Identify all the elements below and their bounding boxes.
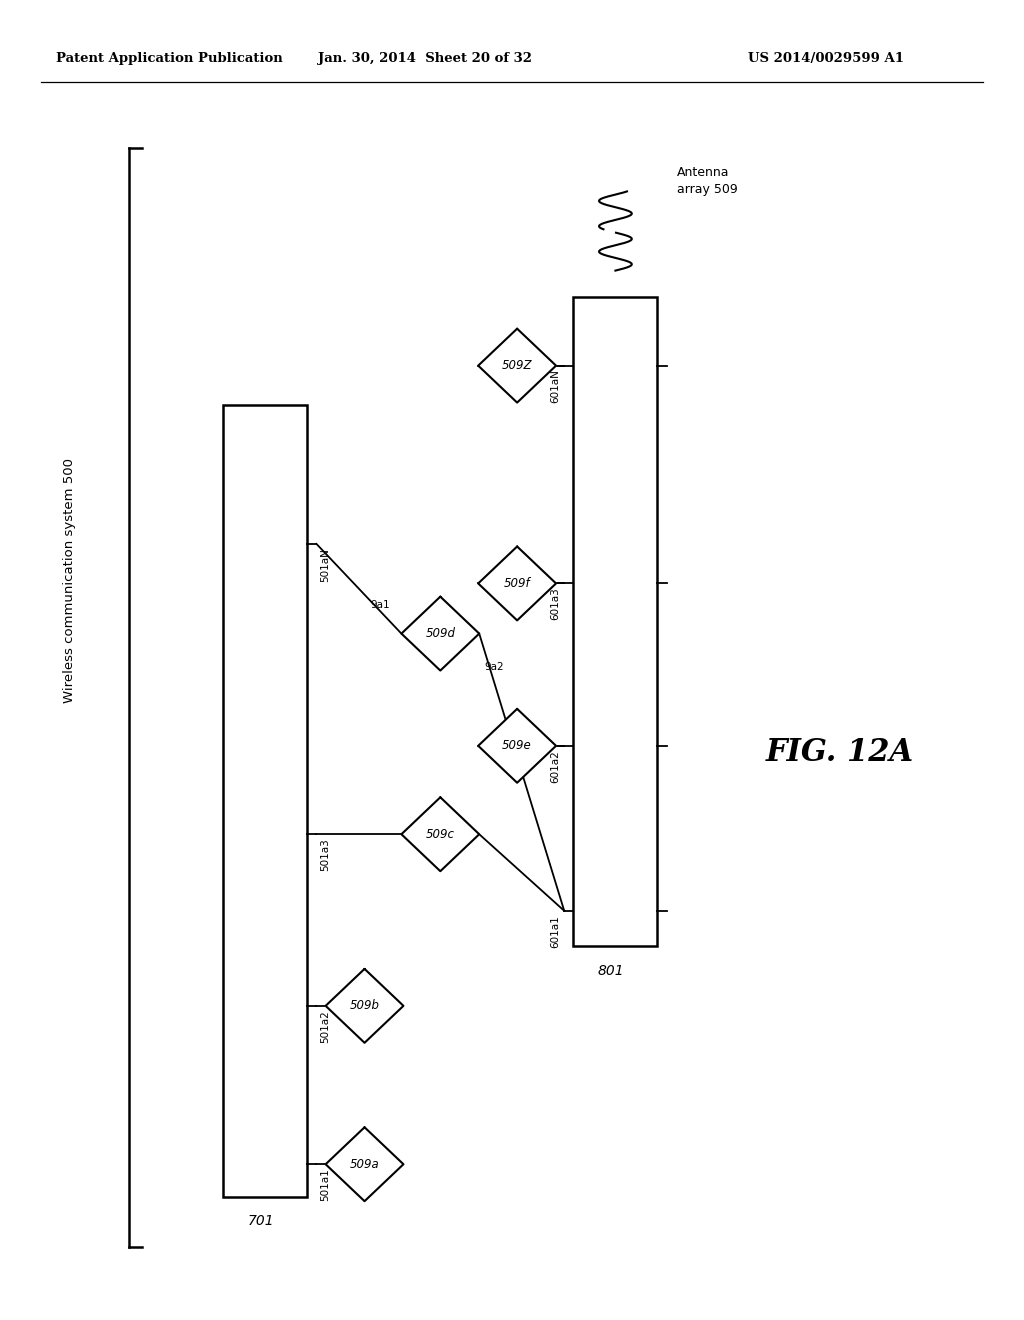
Text: FIG. 12A: FIG. 12A [766, 737, 913, 768]
Text: Wireless communication system 500: Wireless communication system 500 [63, 458, 76, 704]
Polygon shape [326, 1127, 403, 1201]
Text: US 2014/0029599 A1: US 2014/0029599 A1 [748, 51, 903, 65]
Bar [223, 405, 307, 1197]
Text: Jan. 30, 2014  Sheet 20 of 32: Jan. 30, 2014 Sheet 20 of 32 [318, 51, 531, 65]
Text: 509f: 509f [504, 577, 530, 590]
Polygon shape [326, 969, 403, 1043]
Text: 509d: 509d [425, 627, 456, 640]
Text: 9a2: 9a2 [484, 661, 504, 672]
Text: Patent Application Publication: Patent Application Publication [56, 51, 283, 65]
Text: 509Z: 509Z [502, 359, 532, 372]
Text: 701: 701 [248, 1214, 274, 1229]
Text: 9a1: 9a1 [371, 599, 390, 610]
Text: 509b: 509b [349, 999, 380, 1012]
Text: 801: 801 [598, 964, 625, 978]
Text: 601a1: 601a1 [550, 915, 560, 948]
Text: 601a3: 601a3 [550, 587, 560, 620]
Polygon shape [401, 597, 479, 671]
Polygon shape [478, 709, 556, 783]
Polygon shape [478, 329, 556, 403]
Bar [573, 297, 657, 946]
Text: 501a1: 501a1 [321, 1168, 331, 1201]
Text: Antenna
array 509: Antenna array 509 [677, 166, 737, 195]
Text: 509c: 509c [426, 828, 455, 841]
Polygon shape [401, 797, 479, 871]
Text: 501a2: 501a2 [321, 1010, 331, 1043]
Text: 501aN: 501aN [321, 548, 331, 582]
Text: 509a: 509a [349, 1158, 380, 1171]
Text: 601a2: 601a2 [550, 750, 560, 783]
Text: 601aN: 601aN [550, 370, 560, 404]
Text: 509e: 509e [502, 739, 532, 752]
Text: 501a3: 501a3 [321, 838, 331, 871]
Polygon shape [478, 546, 556, 620]
